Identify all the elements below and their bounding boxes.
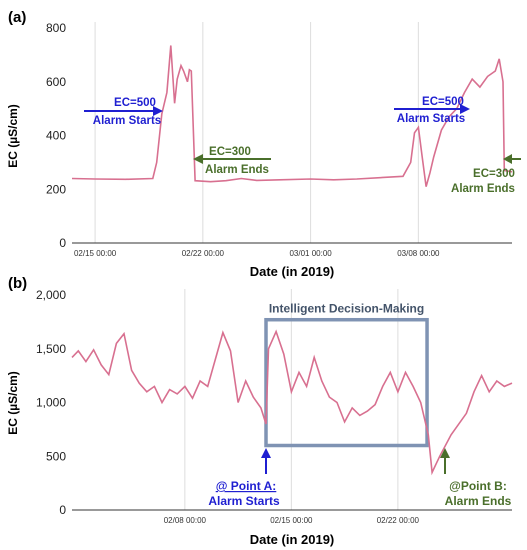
- decision-making-label: Intelligent Decision-Making: [269, 302, 424, 316]
- panel-a-annotation-alarm-ends-2: EC=300 Alarm Ends: [451, 154, 521, 195]
- x-tick-label: 02/15 00:00: [270, 516, 313, 525]
- arrowhead-icon: [261, 448, 271, 458]
- panel-b-gridlines: [184, 289, 399, 510]
- y-tick-label: 2,000: [36, 288, 66, 302]
- panel-a-x-tick-labels: 02/15 00:00 02/22 00:00 03/01 00:00 03/08 0…: [74, 249, 440, 258]
- annotation-text: Alarm Starts: [208, 494, 280, 508]
- annotation-text: EC=300: [473, 168, 515, 180]
- x-tick-label: 02/15 00:00: [74, 249, 117, 258]
- panel-a-gridlines: [94, 22, 419, 243]
- y-tick-label: 400: [46, 129, 66, 143]
- x-tick-label: 03/01 00:00: [289, 249, 332, 258]
- y-tick-label: 1,000: [36, 396, 66, 410]
- y-tick-label: 200: [46, 182, 66, 196]
- y-tick-label: 600: [46, 75, 66, 89]
- panel-b-x-axis-label: Date (in 2019): [250, 532, 335, 547]
- panel-label-b: (b): [8, 275, 27, 292]
- panel-a-annotation-alarm-starts-2: EC=500 Alarm Starts: [394, 96, 470, 125]
- panel-b-y-tick-labels: 0 500 1,000 1,500 2,000: [36, 288, 66, 517]
- x-tick-label: 03/08 00:00: [397, 249, 440, 258]
- arrowhead-icon: [153, 106, 163, 116]
- arrowhead-icon: [460, 104, 470, 114]
- x-tick-label: 02/22 00:00: [377, 516, 420, 525]
- panel-a-y-axis-label: EC (µS/cm): [6, 104, 20, 168]
- panel-a-series-line: [71, 45, 513, 187]
- x-tick-label: 02/08 00:00: [164, 516, 207, 525]
- arrowhead-icon: [193, 154, 203, 164]
- panel-b-annotation-point-b: @Point B: Alarm Ends: [440, 448, 512, 508]
- annotation-text: @Point B:: [449, 479, 507, 493]
- y-tick-label: 500: [46, 449, 66, 463]
- y-tick-label: 0: [59, 503, 66, 517]
- annotation-text: EC=500: [114, 97, 156, 109]
- panel-a: (a) 0 200 400 600 800 02/15 00:00 02/22 00:00…: [6, 9, 521, 279]
- annotation-text: EC=300: [209, 146, 251, 158]
- panel-label-a: (a): [8, 9, 26, 26]
- y-tick-label: 800: [46, 21, 66, 35]
- annotation-text: Alarm Ends: [451, 183, 515, 195]
- panel-b-y-axis-label: EC (µS/cm): [6, 371, 20, 435]
- arrowhead-icon: [440, 448, 450, 458]
- annotation-text: EC=500: [422, 96, 464, 108]
- annotation-text: Alarm Starts: [397, 113, 465, 125]
- panel-b: (b) 0 500 1,000 1,500 2,000 02/08 00:00 02/15…: [6, 275, 513, 547]
- panel-a-y-tick-labels: 0 200 400 600 800: [46, 21, 66, 250]
- panel-a-annotation-alarm-starts-1: EC=500 Alarm Starts: [84, 97, 163, 127]
- y-tick-label: 1,500: [36, 342, 66, 356]
- panel-b-annotation-point-a: @ Point A: Alarm Starts: [208, 448, 280, 508]
- decision-making-box: [264, 317, 429, 448]
- annotation-text: Alarm Ends: [445, 494, 512, 508]
- panel-b-x-tick-labels: 02/08 00:00 02/15 00:00 02/22 00:00: [164, 516, 420, 525]
- x-tick-label: 02/22 00:00: [182, 249, 225, 258]
- panel-a-annotation-alarm-ends-1: EC=300 Alarm Ends: [193, 146, 271, 176]
- arrowhead-icon: [503, 154, 512, 164]
- annotation-text: Alarm Starts: [93, 115, 161, 127]
- annotation-text: @ Point A:: [216, 479, 277, 493]
- panel-a-x-axis-label: Date (in 2019): [250, 264, 335, 279]
- annotation-text: Alarm Ends: [205, 164, 269, 176]
- panel-b-series-line: [71, 329, 513, 476]
- y-tick-label: 0: [59, 236, 66, 250]
